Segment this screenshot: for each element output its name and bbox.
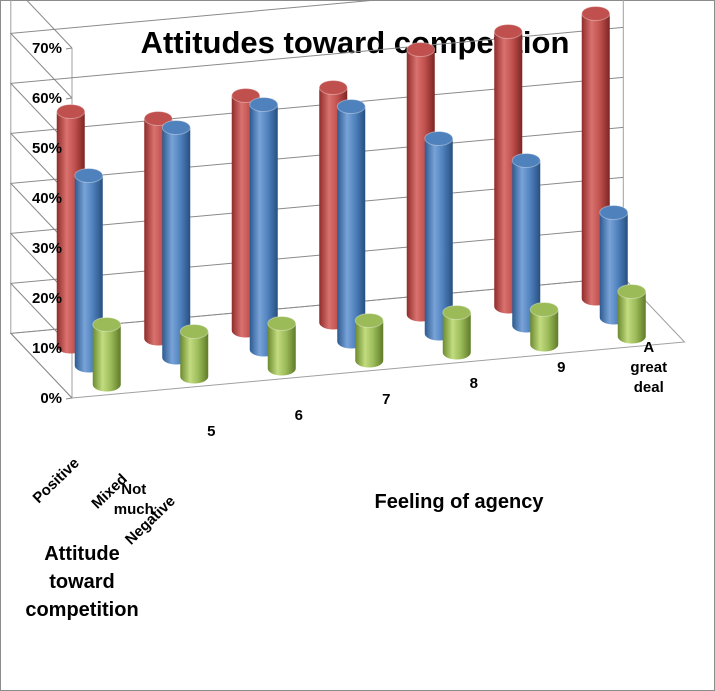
gridline bbox=[9, 0, 382, 99]
y-axis-ticks: 0% 10% 20% 30% 40% 50% 60% 70% bbox=[32, 40, 62, 407]
x-tick-label: Not much bbox=[114, 481, 154, 518]
y-tick-mark bbox=[65, 47, 73, 50]
depth-axis-title-text: Attitude toward competition bbox=[25, 543, 138, 621]
y-tick-mark bbox=[65, 97, 73, 100]
x-axis-tick-labels: Not much 5 6 7 8 9 A great deal bbox=[114, 339, 667, 518]
bar-mixed-3 bbox=[336, 99, 366, 349]
x-tick-label: 8 bbox=[470, 375, 478, 392]
y-tick-mark bbox=[65, 397, 73, 400]
y-tick-label: 50% bbox=[32, 140, 62, 157]
bar-negative-1 bbox=[179, 324, 209, 384]
bar-negative-2 bbox=[267, 316, 297, 376]
depth-axis-title: Attitude toward competition bbox=[25, 543, 138, 621]
bar-negative-4 bbox=[442, 305, 472, 360]
bar-mixed-5 bbox=[511, 153, 541, 333]
x-axis-title: Feeling of agency bbox=[375, 491, 545, 513]
y-tick-label: 30% bbox=[32, 240, 62, 257]
bar-negative-0 bbox=[92, 317, 122, 392]
y-tick-label: 0% bbox=[40, 390, 62, 407]
y-tick-label: 60% bbox=[32, 90, 62, 107]
bars bbox=[56, 6, 647, 392]
y-tick-label: 40% bbox=[32, 190, 62, 207]
bar-mixed-2 bbox=[249, 97, 279, 357]
y-tick-label: 70% bbox=[32, 40, 62, 57]
bar-negative-5 bbox=[529, 302, 559, 352]
bar-negative-3 bbox=[354, 313, 384, 368]
x-tick-label: 5 bbox=[207, 423, 215, 440]
y-tick-label: 10% bbox=[32, 340, 62, 357]
x-tick-label: 6 bbox=[295, 407, 303, 424]
x-tick-label: 9 bbox=[557, 359, 565, 376]
gridline bbox=[25, 0, 73, 49]
bar-negative-6 bbox=[617, 284, 647, 344]
y-tick-label: 20% bbox=[32, 290, 62, 307]
series-label-positive: Positive bbox=[30, 455, 83, 507]
bar-mixed-4 bbox=[424, 131, 454, 341]
bar-mixed-1 bbox=[161, 120, 191, 365]
x-tick-label: 7 bbox=[382, 391, 390, 408]
